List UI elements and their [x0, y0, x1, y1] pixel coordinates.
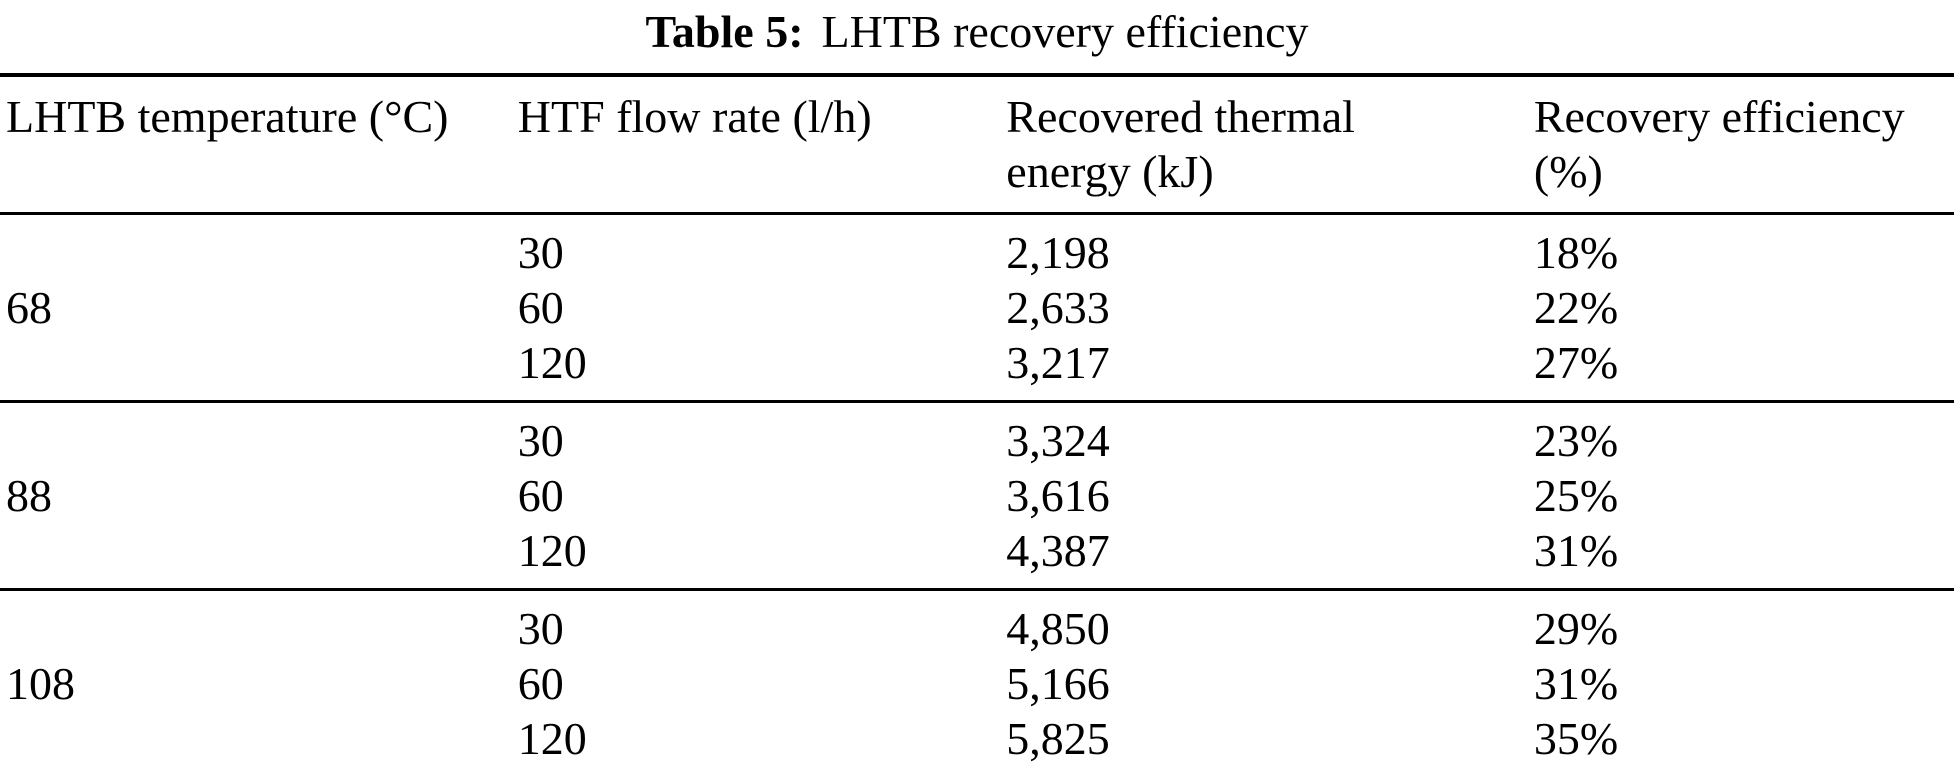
flow-rate-cell: 120: [517, 337, 587, 388]
temperature-cell: 108: [6, 658, 75, 709]
column-header-efficiency: Recovery efficiency (%): [1533, 91, 1905, 197]
flow-rate-cell: 60: [517, 658, 564, 709]
efficiency-cell: 31%: [1533, 525, 1619, 576]
temperature-cell: 68: [6, 282, 52, 333]
energy-cell: 5,166: [1006, 658, 1110, 709]
energy-cell: 2,198: [1006, 227, 1110, 278]
energy-cell: 5,825: [1006, 713, 1110, 764]
temperature-group: 108 30 4,850 29% 60 5,166 31% 120 5,825 35%: [0, 589, 1954, 775]
table-row: 60 3,616 25%: [0, 468, 1954, 523]
efficiency-cell: 18%: [1533, 227, 1619, 278]
energy-cell: 4,850: [1006, 603, 1110, 654]
efficiency-cell: 27%: [1533, 337, 1619, 388]
energy-cell: 3,616: [1006, 470, 1110, 521]
flow-rate-cell: 30: [517, 415, 564, 466]
table-row: 60 2,633 22%: [0, 280, 1954, 335]
temperature-group: 88 30 3,324 23% 60 3,616 25% 120 4,387 31%: [0, 401, 1954, 590]
flow-rate-cell: 60: [517, 470, 564, 521]
column-header-energy: Recovered thermal energy (kJ): [1006, 91, 1355, 197]
flow-rate-cell: 120: [517, 713, 587, 764]
table-header: LHTB temperature (°C) HTF flow rate (l/h…: [0, 75, 1954, 214]
efficiency-cell: 23%: [1533, 415, 1619, 466]
efficiency-cell: 22%: [1533, 282, 1619, 333]
efficiency-cell: 31%: [1533, 658, 1619, 709]
flow-rate-cell: 120: [517, 525, 587, 576]
table-row: 68 30 2,198 18%: [0, 214, 1954, 333]
energy-cell: 2,633: [1006, 282, 1110, 333]
energy-cell: 4,387: [1006, 525, 1110, 576]
efficiency-cell: 35%: [1533, 713, 1619, 764]
temperature-group: 68 30 2,198 18% 60 2,633 22% 120 3,217 27%: [0, 213, 1954, 402]
table-row: 88 30 3,324 23%: [0, 402, 1954, 521]
flow-rate-cell: 30: [517, 603, 564, 654]
flow-rate-cell: 60: [517, 282, 564, 333]
efficiency-cell: 25%: [1533, 470, 1619, 521]
lhtb-recovery-table: LHTB temperature (°C) HTF flow rate (l/h…: [0, 73, 1954, 775]
energy-cell: 3,217: [1006, 337, 1110, 388]
header-row: LHTB temperature (°C) HTF flow rate (l/h…: [0, 75, 1954, 214]
table-caption: Table 5: LHTB recovery efficiency: [0, 0, 1954, 73]
column-header-flow-rate: HTF flow rate (l/h): [517, 91, 872, 142]
table-row: 108 30 4,850 29%: [0, 590, 1954, 709]
temperature-cell: 88: [6, 470, 52, 521]
efficiency-cell: 29%: [1533, 603, 1619, 654]
table-row: 120 4,387 31%: [0, 523, 1954, 590]
table-row: 120 5,825 35%: [0, 711, 1954, 775]
energy-cell: 3,324: [1006, 415, 1110, 466]
table-row: 120 3,217 27%: [0, 335, 1954, 402]
table-caption-text: LHTB recovery efficiency: [821, 6, 1309, 57]
flow-rate-cell: 30: [517, 227, 564, 278]
table-row: 60 5,166 31%: [0, 656, 1954, 711]
column-header-temperature: LHTB temperature (°C): [6, 91, 449, 142]
table-caption-label: Table 5:: [645, 6, 804, 57]
